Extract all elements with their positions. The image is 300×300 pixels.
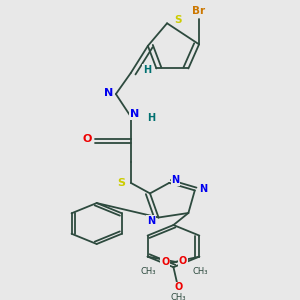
Text: O: O — [161, 257, 169, 267]
Text: N: N — [147, 215, 155, 226]
Text: H: H — [147, 113, 155, 123]
Text: N: N — [199, 184, 207, 194]
Text: CH₃: CH₃ — [140, 267, 156, 276]
Text: CH₃: CH₃ — [171, 293, 186, 300]
Text: O: O — [82, 134, 92, 144]
Text: H: H — [143, 65, 151, 75]
Text: N: N — [130, 109, 139, 119]
Text: N: N — [103, 88, 113, 98]
Text: S: S — [174, 15, 182, 25]
Text: O: O — [179, 256, 187, 266]
Text: Br: Br — [193, 6, 206, 16]
Text: CH₃: CH₃ — [192, 267, 208, 276]
Text: S: S — [117, 178, 125, 188]
Text: N: N — [172, 175, 180, 185]
Text: O: O — [175, 282, 183, 292]
